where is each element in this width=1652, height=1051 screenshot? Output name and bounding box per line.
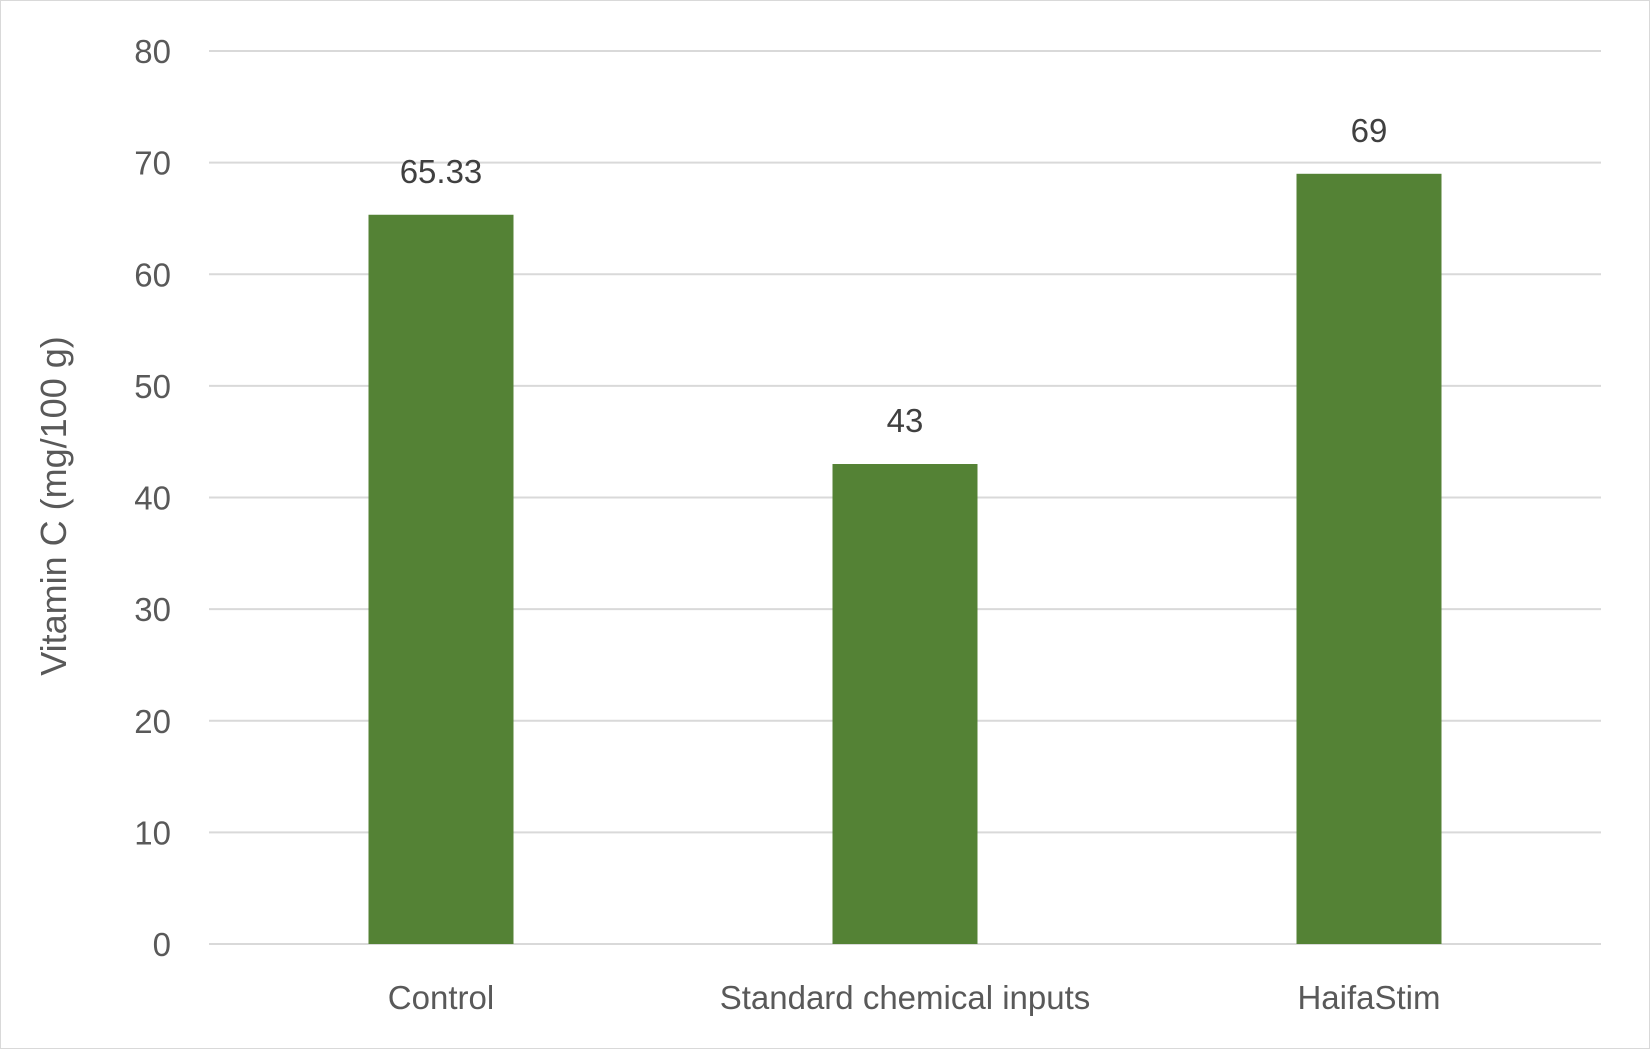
category-label-1: Standard chemical inputs — [720, 979, 1091, 1016]
bar-2 — [1296, 173, 1442, 945]
y-tick-label: 70 — [134, 145, 171, 182]
y-tick-label: 50 — [134, 368, 171, 405]
category-label-0: Control — [388, 979, 494, 1016]
y-tick-label: 40 — [134, 480, 171, 517]
data-label-1: 43 — [887, 402, 924, 439]
y-tick-label: 30 — [134, 591, 171, 628]
x-axis-categories: Control Standard chemical inputs HaifaStim — [388, 979, 1441, 1016]
y-axis-ticks: 0 10 20 30 40 50 60 70 80 — [134, 33, 171, 963]
y-tick-label: 80 — [134, 33, 171, 70]
data-labels: 65.33 43 69 — [400, 112, 1388, 439]
category-label-2: HaifaStim — [1297, 979, 1440, 1016]
y-tick-label: 20 — [134, 703, 171, 740]
bar-0 — [368, 214, 514, 944]
y-tick-label: 0 — [153, 926, 171, 963]
data-label-0: 65.33 — [400, 153, 483, 190]
bars — [368, 173, 1442, 945]
y-tick-label: 10 — [134, 814, 171, 851]
data-label-2: 69 — [1351, 112, 1388, 149]
y-axis-title: Vitamin C (mg/100 g) — [33, 336, 74, 675]
bar-1 — [832, 464, 978, 944]
y-tick-label: 60 — [134, 256, 171, 293]
